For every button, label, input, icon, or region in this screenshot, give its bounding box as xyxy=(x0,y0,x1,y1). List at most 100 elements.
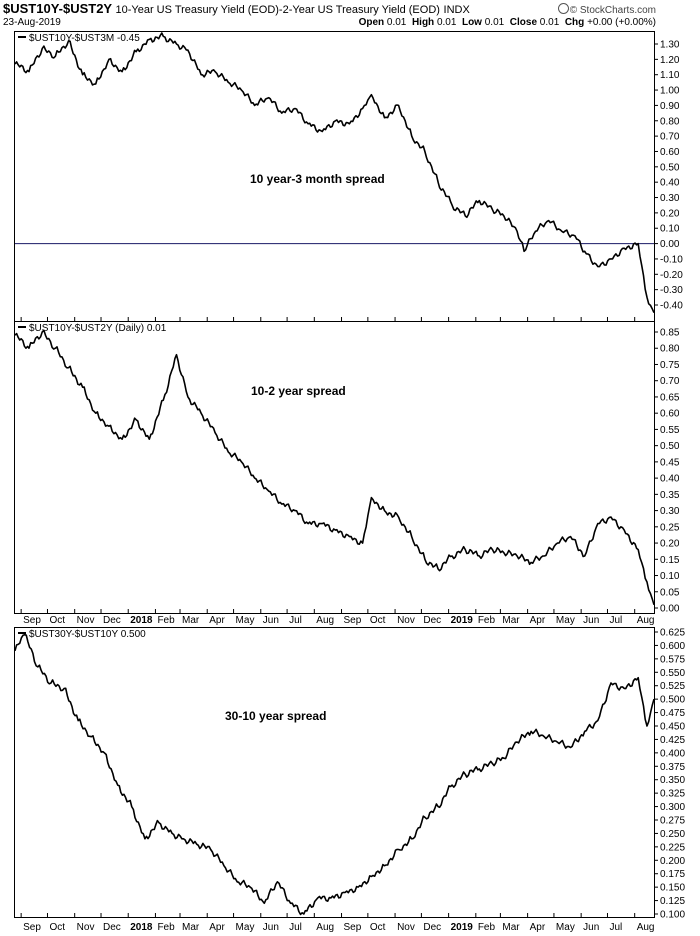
legend-line-icon xyxy=(18,36,26,38)
y-tick-label: 0.250 xyxy=(660,829,685,840)
y-tick-label: 0.325 xyxy=(660,789,685,800)
series-line xyxy=(14,633,655,916)
chg-label: Chg xyxy=(564,17,585,28)
x-tick-label: Jul xyxy=(289,615,302,626)
x-tick-label: Feb xyxy=(478,615,496,626)
x-tick-label: Feb xyxy=(157,922,175,933)
panel-legend-text: $UST30Y-$UST10Y 0.500 xyxy=(29,629,146,640)
x-tick-label: Jul xyxy=(609,922,622,933)
x-tick-label: Dec xyxy=(423,615,441,626)
x-tick-label: Nov xyxy=(77,922,95,933)
x-tick-label: Jun xyxy=(583,922,599,933)
panel-annotation: 10-2 year spread xyxy=(251,384,346,398)
y-tick-label: 0.00 xyxy=(660,604,680,615)
brand-text: © StockCharts.com xyxy=(569,5,656,16)
x-tick-label: Jul xyxy=(609,615,622,626)
close-label: Close xyxy=(509,17,538,28)
y-tick-label: 0.225 xyxy=(660,842,685,853)
x-tick-label: Aug xyxy=(316,615,334,626)
panel-legend: $UST10Y-$UST2Y (Daily) 0.01 xyxy=(18,323,169,334)
y-tick-label: 0.15 xyxy=(660,555,680,566)
y-tick-label: 0.200 xyxy=(660,856,685,867)
x-tick-label: Sep xyxy=(344,615,362,626)
y-tick-label: 0.550 xyxy=(660,668,685,679)
low-label: Low xyxy=(461,17,482,28)
x-tick-label: Apr xyxy=(209,922,225,933)
y-tick-label: 0.70 xyxy=(660,132,680,143)
y-tick-label: 0.20 xyxy=(660,539,680,550)
y-tick-label: -0.40 xyxy=(660,301,683,312)
y-tick-label: 1.00 xyxy=(660,86,680,97)
y-tick-label: 0.375 xyxy=(660,762,685,773)
y-tick-label: 0.625 xyxy=(660,628,685,639)
x-tick-label: May xyxy=(236,615,255,626)
y-tick-label: 0.45 xyxy=(660,457,680,468)
panel-legend: $UST10Y-$UST3M -0.45 xyxy=(18,33,142,44)
x-tick-label: Jun xyxy=(583,615,599,626)
symbol-exchange: INDX xyxy=(443,4,470,16)
y-tick-label: 0.20 xyxy=(660,208,680,219)
panel-annotation: 10 year-3 month spread xyxy=(250,172,385,186)
y-tick-label: 0.500 xyxy=(660,695,685,706)
x-tick-label: Oct xyxy=(370,615,386,626)
x-tick-label: Aug xyxy=(637,615,655,626)
x-tick-label: Jul xyxy=(289,922,302,933)
y-tick-label: 1.20 xyxy=(660,55,680,66)
x-tick-label: 2019 xyxy=(451,922,474,933)
legend-line-icon xyxy=(18,632,26,634)
x-tick-label: Sep xyxy=(344,922,362,933)
open-label: Open xyxy=(358,17,385,28)
y-tick-label: 0.175 xyxy=(660,869,685,880)
x-tick-label: Dec xyxy=(103,615,121,626)
close-value: 0.01 xyxy=(539,17,560,28)
high-value: 0.01 xyxy=(436,17,457,28)
high-label: High xyxy=(411,17,435,28)
chart-header: $UST10Y-$UST2Y 10-Year US Treasury Yield… xyxy=(0,0,700,30)
y-tick-label: 0.425 xyxy=(660,735,685,746)
y-tick-label: 0.90 xyxy=(660,101,680,112)
y-tick-label: -0.10 xyxy=(660,254,683,265)
x-tick-label: Nov xyxy=(397,922,415,933)
panel-legend: $UST30Y-$UST10Y 0.500 xyxy=(18,629,148,640)
y-tick-label: 0.10 xyxy=(660,571,680,582)
y-tick-label: 0.40 xyxy=(660,178,680,189)
x-tick-label: Sep xyxy=(23,615,41,626)
y-tick-label: 0.525 xyxy=(660,681,685,692)
brand-credit: © StockCharts.com xyxy=(557,3,656,16)
y-tick-label: 0.300 xyxy=(660,802,685,813)
chg-value: +0.00 (+0.00%) xyxy=(587,17,656,28)
symbol-ticker: $UST10Y-$UST2Y xyxy=(3,1,112,16)
x-tick-label: May xyxy=(236,922,255,933)
y-tick-label: 0.475 xyxy=(660,708,685,719)
chart-panel-10y-2y: $UST10Y-$UST2Y (Daily) 0.01 10-2 year sp… xyxy=(14,321,655,614)
y-tick-label: 0.50 xyxy=(660,162,680,173)
x-tick-label: Aug xyxy=(637,922,655,933)
y-tick-label: -0.20 xyxy=(660,270,683,281)
y-tick-label: 0.30 xyxy=(660,193,680,204)
y-tick-label: 0.80 xyxy=(660,116,680,127)
y-tick-label: 0.125 xyxy=(660,896,685,907)
ohlc-readout: Open 0.01 High 0.01 Low 0.01 Close 0.01 … xyxy=(359,17,656,28)
x-tick-label: 2018 xyxy=(130,615,153,626)
chart-panel-30y-10y: $UST30Y-$UST10Y 0.500 30-10 year spread xyxy=(14,627,655,918)
x-tick-label: Apr xyxy=(530,615,546,626)
y-tick-label: 0.30 xyxy=(660,506,680,517)
x-tick-label: Mar xyxy=(502,922,520,933)
y-tick-label: 0.275 xyxy=(660,816,685,827)
panel-legend-text: $UST10Y-$UST3M -0.45 xyxy=(29,33,140,44)
panel-annotation: 30-10 year spread xyxy=(225,709,327,723)
x-tick-label: Mar xyxy=(182,615,200,626)
x-tick-label: Oct xyxy=(49,615,65,626)
y-tick-label: 0.85 xyxy=(660,328,680,339)
y-tick-label: 0.600 xyxy=(660,641,685,652)
y-tick-label: 0.70 xyxy=(660,376,680,387)
x-tick-label: Apr xyxy=(530,922,546,933)
y-tick-label: 0.75 xyxy=(660,360,680,371)
y-tick-label: 0.100 xyxy=(660,910,685,921)
series-line xyxy=(14,329,655,606)
x-tick-label: Apr xyxy=(209,615,225,626)
y-tick-label: 0.05 xyxy=(660,587,680,598)
x-tick-label: Dec xyxy=(423,922,441,933)
y-tick-label: 0.150 xyxy=(660,883,685,894)
